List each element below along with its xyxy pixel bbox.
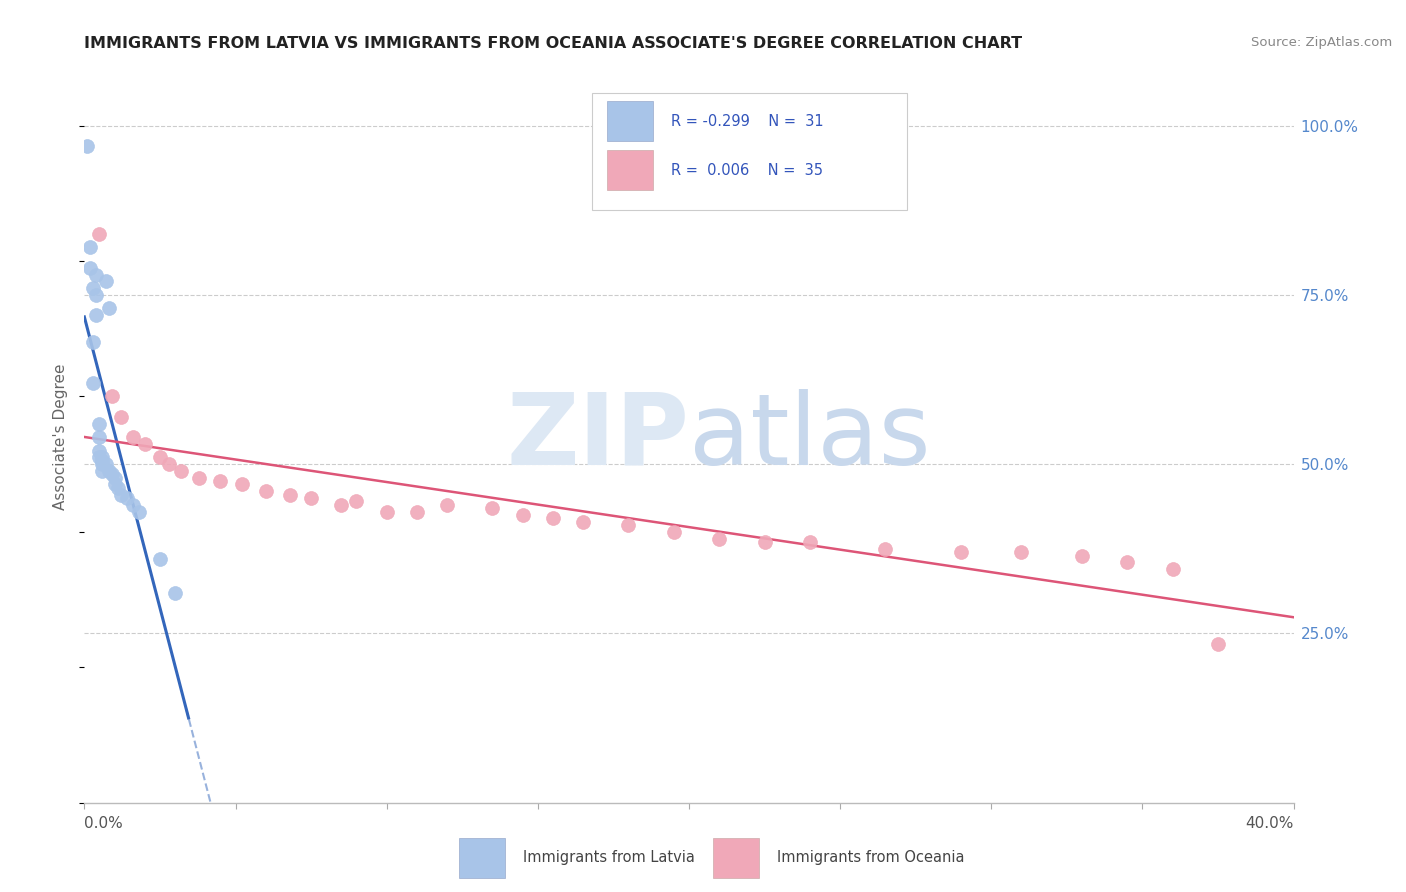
- Point: [94, 274, 117, 288]
- Point: [79, 260, 101, 275]
- Point: [157, 457, 180, 471]
- Point: [149, 450, 172, 465]
- Point: [278, 488, 301, 502]
- Point: [76, 139, 98, 153]
- Point: [104, 477, 127, 491]
- Point: [950, 545, 973, 559]
- Point: [104, 471, 127, 485]
- Text: R =  0.006    N =  35: R = 0.006 N = 35: [671, 162, 823, 178]
- Point: [170, 464, 193, 478]
- Point: [89, 430, 111, 444]
- Point: [188, 471, 211, 485]
- Point: [107, 481, 129, 495]
- Point: [436, 498, 458, 512]
- Point: [100, 389, 122, 403]
- Text: 0.0%: 0.0%: [84, 816, 124, 831]
- Text: IMMIGRANTS FROM LATVIA VS IMMIGRANTS FROM OCEANIA ASSOCIATE'S DEGREE CORRELATION: IMMIGRANTS FROM LATVIA VS IMMIGRANTS FRO…: [84, 36, 1022, 51]
- Point: [82, 335, 104, 350]
- Point: [299, 491, 322, 505]
- Point: [110, 488, 132, 502]
- Point: [254, 484, 277, 499]
- Point: [91, 450, 114, 465]
- Point: [110, 409, 132, 424]
- Point: [512, 508, 534, 522]
- Point: [121, 430, 143, 444]
- Point: [1071, 549, 1094, 563]
- Point: [165, 586, 187, 600]
- Point: [97, 301, 120, 316]
- Text: 40.0%: 40.0%: [1246, 816, 1294, 831]
- Point: [709, 532, 731, 546]
- Text: ZIP: ZIP: [506, 389, 689, 485]
- Point: [541, 511, 564, 525]
- Point: [91, 454, 114, 468]
- Point: [100, 467, 122, 482]
- Point: [86, 288, 108, 302]
- Point: [86, 308, 108, 322]
- Point: [121, 498, 143, 512]
- Point: [89, 450, 111, 465]
- Point: [149, 552, 172, 566]
- Point: [89, 417, 111, 431]
- Point: [330, 498, 353, 512]
- Point: [91, 457, 114, 471]
- Point: [1161, 562, 1184, 576]
- Text: Immigrants from Oceania: Immigrants from Oceania: [778, 850, 965, 865]
- Point: [1011, 545, 1033, 559]
- Point: [94, 457, 117, 471]
- Point: [128, 505, 150, 519]
- Text: atlas: atlas: [689, 389, 931, 485]
- Text: R = -0.299    N =  31: R = -0.299 N = 31: [671, 113, 824, 128]
- Point: [209, 474, 232, 488]
- Point: [481, 501, 503, 516]
- FancyBboxPatch shape: [607, 101, 652, 141]
- Point: [134, 437, 156, 451]
- Text: Immigrants from Latvia: Immigrants from Latvia: [523, 850, 695, 865]
- Point: [799, 535, 821, 549]
- Point: [1206, 637, 1229, 651]
- Point: [346, 494, 368, 508]
- Point: [82, 376, 104, 390]
- FancyBboxPatch shape: [713, 838, 759, 878]
- Point: [91, 464, 114, 478]
- FancyBboxPatch shape: [592, 94, 907, 211]
- Point: [89, 443, 111, 458]
- Point: [89, 227, 111, 241]
- Point: [754, 535, 776, 549]
- Point: [231, 477, 253, 491]
- Text: Source: ZipAtlas.com: Source: ZipAtlas.com: [1251, 36, 1392, 49]
- Point: [115, 491, 138, 505]
- Point: [572, 515, 595, 529]
- Point: [82, 281, 104, 295]
- Y-axis label: Associate's Degree: Associate's Degree: [53, 364, 69, 510]
- Point: [875, 541, 897, 556]
- Point: [86, 268, 108, 282]
- Point: [375, 505, 398, 519]
- Point: [1116, 555, 1139, 569]
- Point: [79, 240, 101, 254]
- Point: [662, 524, 685, 539]
- Point: [406, 505, 429, 519]
- FancyBboxPatch shape: [460, 838, 505, 878]
- Point: [97, 464, 120, 478]
- Point: [617, 518, 640, 533]
- FancyBboxPatch shape: [607, 150, 652, 190]
